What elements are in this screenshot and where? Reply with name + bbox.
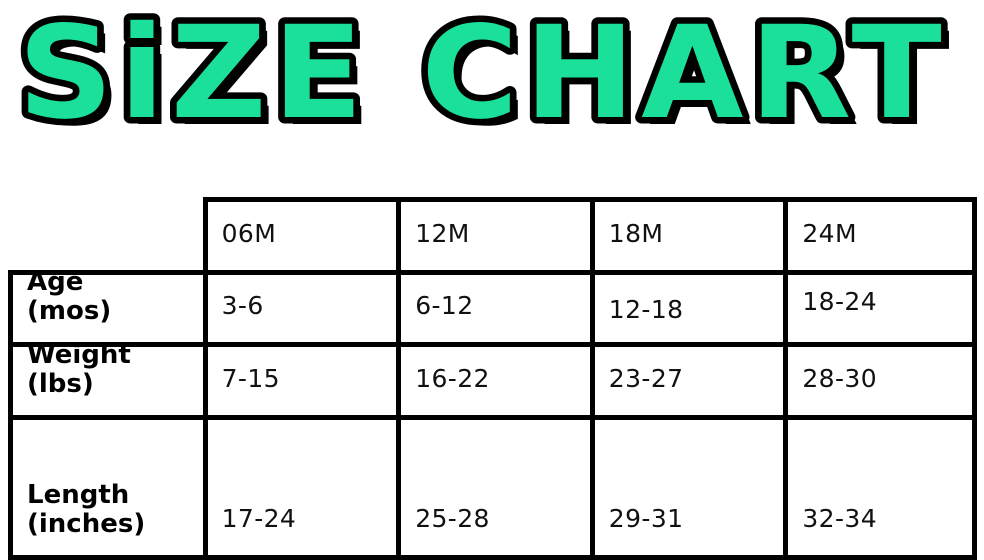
row-label-cell-length: Length (inches) — [8, 414, 203, 560]
cell-value: 16-22 — [415, 363, 490, 393]
row-label-cell-weight: Weight (lbs) — [8, 339, 203, 415]
column-header-label: 06M — [221, 218, 277, 248]
table-row: Weight (lbs) 7-15 16-22 — [8, 339, 977, 415]
row-label-line-1: Length — [27, 479, 130, 510]
cell-value: 29-31 — [608, 504, 684, 533]
table-cell: 16-22 — [396, 342, 590, 415]
table-cell: 28-30 — [783, 342, 977, 415]
table-cell: 6-12 — [396, 269, 590, 343]
table-row: Age (mos) 3-6 6-12 — [8, 266, 977, 343]
size-chart-table: 06M 12M 18M 24M — [8, 197, 977, 560]
row-label-age: Age (mos) — [27, 266, 112, 327]
table-cell: 32-34 — [783, 414, 977, 560]
row-label-length: Length (inches) — [27, 479, 146, 539]
page-title-outline: SiZE CHART — [18, 0, 948, 148]
cell-value: 17-24 — [221, 504, 297, 533]
page-title-block: SiZE CHART SiZE CHART SiZE CHART — [0, 0, 984, 150]
column-header-label: 12M — [415, 218, 470, 248]
page-title-shadow: SiZE CHART — [26, 5, 956, 150]
cell-value: 32-34 — [802, 504, 878, 533]
table-row: Length (inches) 17-24 25-28 — [8, 414, 977, 560]
row-label-line-1: Weight — [27, 339, 131, 370]
cell-value: 3-6 — [221, 291, 264, 321]
row-label-line-2: (mos) — [27, 296, 112, 327]
cell-value: 18-24 — [802, 287, 878, 317]
row-label-line-1: Age — [27, 266, 84, 297]
table-header-cell-18m: 18M — [589, 197, 784, 270]
table-cell: 25-28 — [396, 414, 590, 560]
cell-value: 7-15 — [221, 363, 280, 393]
cell-value: 25-28 — [415, 504, 490, 533]
column-header-label: 18M — [608, 218, 664, 248]
row-label-cell-age: Age (mos) — [8, 266, 203, 343]
row-label-weight: Weight (lbs) — [27, 339, 131, 399]
table-cell: 17-24 — [202, 414, 397, 560]
cell-value: 28-30 — [802, 363, 878, 393]
page-title-text: SiZE CHART — [18, 0, 948, 148]
cell-value: 12-18 — [608, 295, 684, 325]
table-cell: 7-15 — [202, 342, 397, 415]
row-label-line-2: (inches) — [27, 508, 146, 539]
table-header-row: 06M 12M 18M 24M — [8, 197, 977, 270]
table-cell: 3-6 — [202, 269, 397, 343]
table-header-cell-06m: 06M — [202, 197, 397, 270]
table-cell: 12-18 — [589, 269, 784, 343]
page-title-graphic: SiZE CHART SiZE CHART SiZE CHART — [11, 0, 956, 150]
table-header-cell-24m: 24M — [783, 197, 977, 270]
column-header-label: 24M — [802, 218, 857, 248]
table-cell: 29-31 — [589, 414, 784, 560]
table-cell: 18-24 — [783, 269, 977, 343]
cell-value: 6-12 — [415, 291, 474, 321]
row-label-line-2: (lbs) — [27, 368, 94, 399]
table-header-cell-12m: 12M — [396, 197, 590, 270]
size-chart-table-wrapper: 06M 12M 18M 24M — [8, 197, 977, 560]
cell-value: 23-27 — [608, 363, 684, 393]
table-cell: 23-27 — [589, 342, 784, 415]
table-corner-cell — [8, 197, 203, 270]
